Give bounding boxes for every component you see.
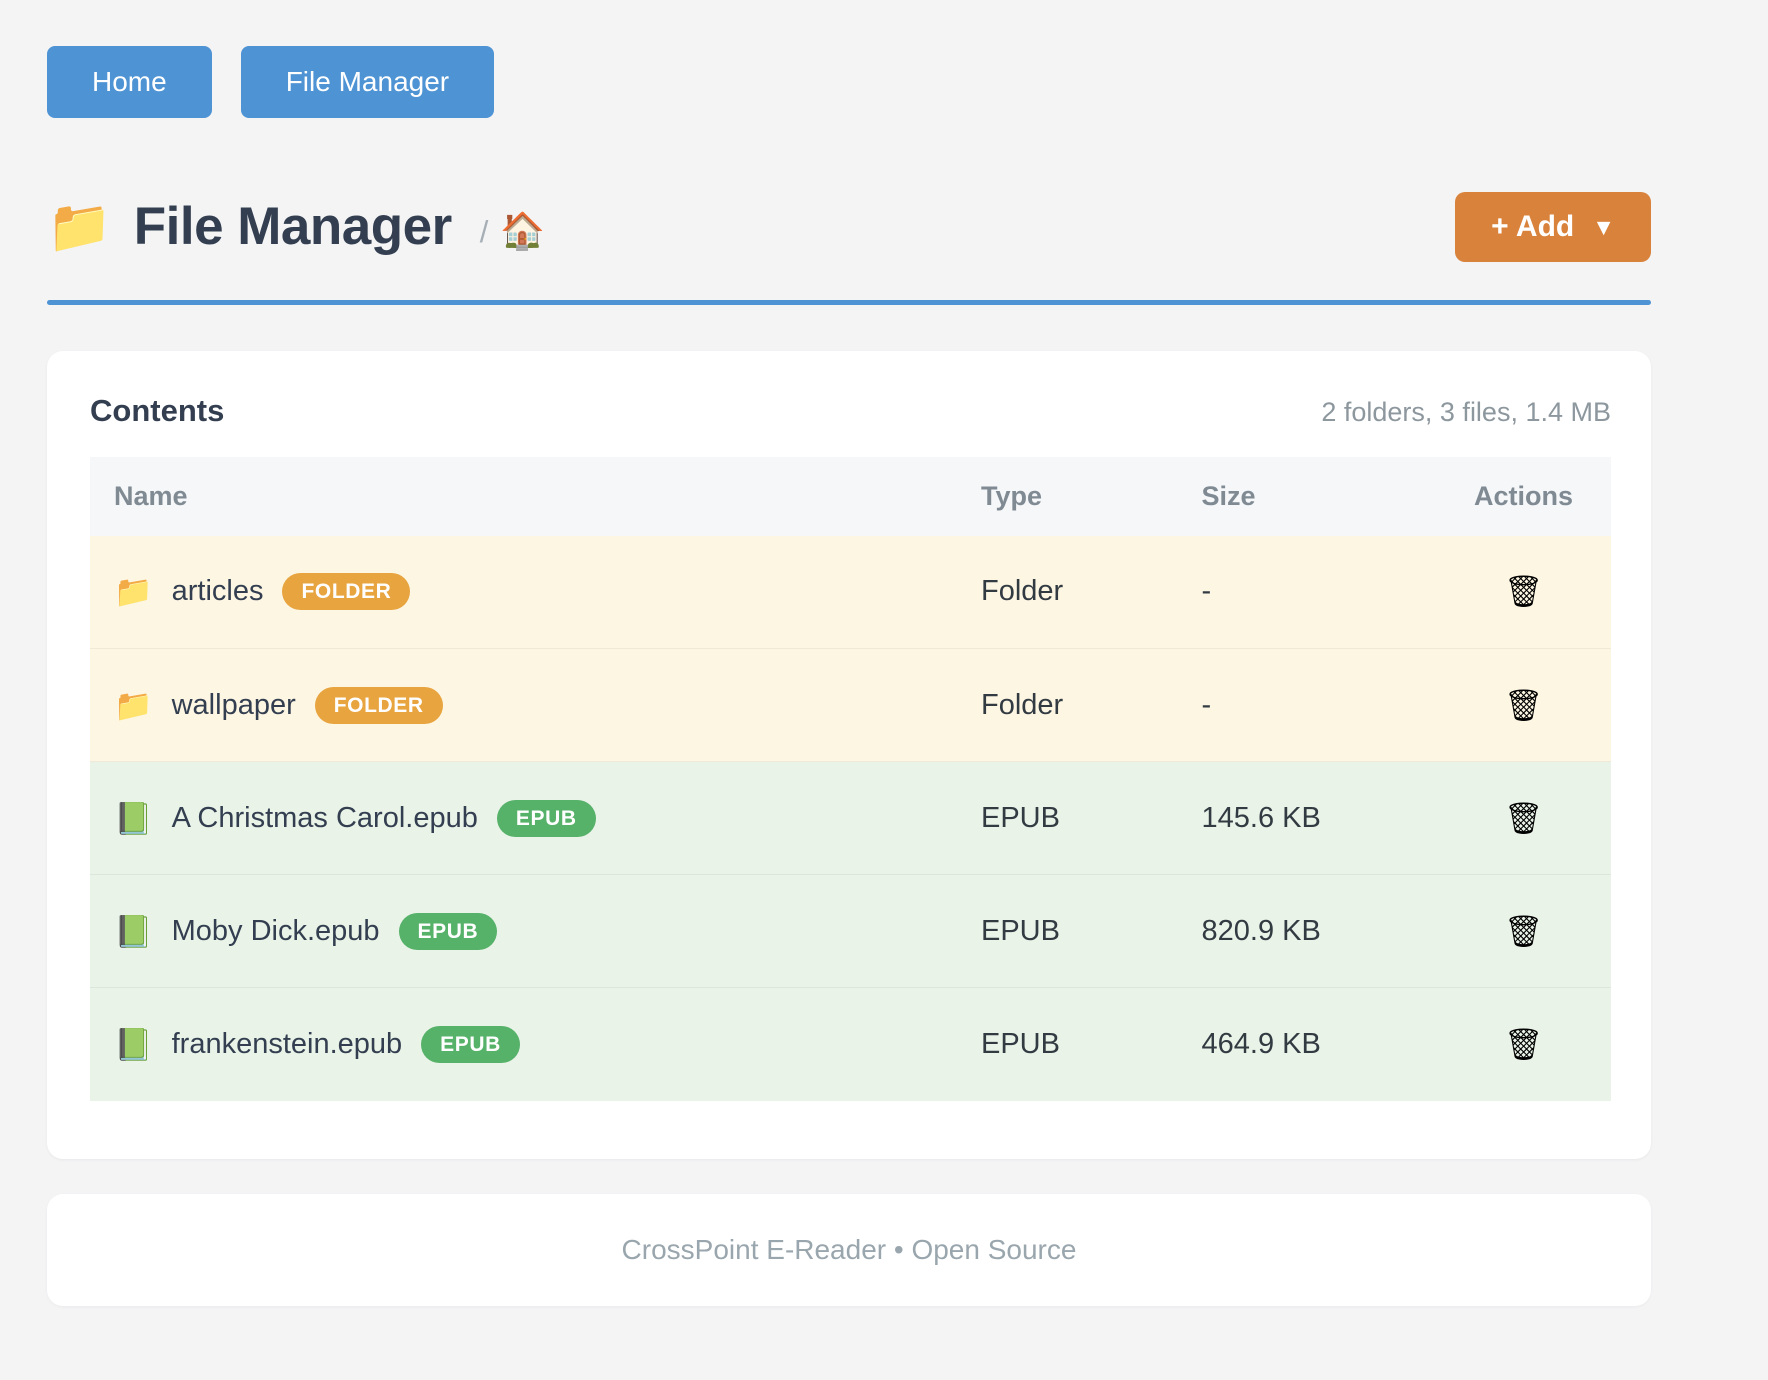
contents-card-header: Contents 2 folders, 3 files, 1.4 MB: [90, 393, 1611, 429]
page-header: 📁 File Manager / 🏠 + Add ▼: [47, 191, 1651, 262]
epub-badge: EPUB: [421, 1025, 520, 1063]
table-row: 📗 frankenstein.epub EPUB EPUB 464.9 KB 🗑: [90, 987, 1611, 1101]
type-cell: EPUB: [956, 987, 1178, 1101]
table-row: 📁 articles FOLDER Folder - 🗑: [90, 535, 1611, 649]
trash-icon: 🗑: [1503, 574, 1544, 610]
top-nav: Home File Manager: [47, 0, 1651, 118]
book-icon: 📗: [114, 800, 153, 836]
folder-badge: FOLDER: [314, 686, 443, 724]
folder-icon: 📁: [114, 687, 153, 723]
trash-icon: 🗑: [1503, 800, 1544, 836]
column-header-size: Size: [1177, 456, 1437, 536]
size-cell: 145.6 KB: [1177, 761, 1437, 875]
file-name-link[interactable]: frankenstein.epub: [171, 1027, 403, 1060]
type-cell: EPUB: [956, 761, 1178, 875]
name-cell: 📗 A Christmas Carol.epub EPUB: [114, 799, 957, 837]
contents-summary: 2 folders, 3 files, 1.4 MB: [1321, 396, 1611, 427]
epub-badge: EPUB: [398, 912, 498, 950]
trash-icon: 🗑: [1503, 687, 1544, 723]
column-header-actions: Actions: [1436, 456, 1611, 536]
size-cell: 464.9 KB: [1177, 987, 1437, 1101]
name-cell: 📗 Moby Dick.epub EPUB: [114, 912, 957, 950]
table-row: 📗 A Christmas Carol.epub EPUB EPUB 145.6…: [90, 761, 1611, 875]
footer: CrossPoint E-Reader • Open Source: [47, 1193, 1651, 1306]
file-table: Name Type Size Actions 📁 articles FOLDER: [90, 456, 1611, 1101]
footer-text: CrossPoint E-Reader • Open Source: [621, 1233, 1077, 1265]
table-row: 📗 Moby Dick.epub EPUB EPUB 820.9 KB 🗑: [90, 874, 1611, 988]
trash-icon: 🗑: [1503, 913, 1544, 949]
add-button[interactable]: + Add ▼: [1455, 191, 1651, 262]
delete-button[interactable]: 🗑: [1500, 686, 1547, 725]
page-title: File Manager: [133, 197, 452, 257]
home-nav-button[interactable]: Home: [47, 46, 212, 118]
breadcrumb-home-icon[interactable]: 🏠: [500, 209, 546, 251]
chevron-down-icon: ▼: [1592, 214, 1615, 241]
column-header-name: Name: [90, 456, 957, 536]
type-cell: EPUB: [956, 874, 1178, 988]
breadcrumb-separator: /: [479, 213, 489, 249]
folder-icon: 📁: [114, 574, 153, 610]
file-manager-nav-button[interactable]: File Manager: [240, 46, 495, 118]
delete-button[interactable]: 🗑: [1500, 912, 1547, 951]
title-divider: [47, 299, 1651, 305]
name-cell: 📁 wallpaper FOLDER: [114, 686, 957, 724]
trash-icon: 🗑: [1503, 1026, 1544, 1062]
folder-icon: 📁: [47, 198, 112, 257]
contents-card: Contents 2 folders, 3 files, 1.4 MB Name…: [47, 350, 1651, 1159]
name-cell: 📁 articles FOLDER: [114, 573, 957, 611]
table-header-row: Name Type Size Actions: [90, 456, 1611, 536]
add-button-label: + Add: [1491, 209, 1575, 243]
delete-button[interactable]: 🗑: [1500, 572, 1547, 611]
type-cell: Folder: [980, 575, 1064, 608]
table-row: 📁 wallpaper FOLDER Folder - 🗑: [90, 648, 1611, 762]
book-icon: 📗: [114, 913, 153, 949]
type-cell: Folder: [956, 648, 1178, 762]
size-cell: -: [1177, 648, 1437, 762]
file-name-link[interactable]: Moby Dick.epub: [171, 914, 380, 947]
book-icon: 📗: [114, 1026, 153, 1062]
page-container: Home File Manager 📁 File Manager / 🏠 + A…: [47, 0, 1651, 1306]
file-name-link[interactable]: articles: [171, 575, 264, 608]
size-cell: 820.9 KB: [1177, 874, 1437, 988]
delete-button[interactable]: 🗑: [1500, 1025, 1547, 1064]
folder-badge: FOLDER: [282, 573, 411, 611]
delete-button[interactable]: 🗑: [1500, 799, 1547, 838]
name-cell: 📗 frankenstein.epub EPUB: [114, 1025, 957, 1063]
contents-heading: Contents: [90, 392, 225, 428]
file-name-link[interactable]: A Christmas Carol.epub: [171, 801, 478, 834]
file-name-link[interactable]: wallpaper: [171, 688, 296, 721]
size-cell: -: [1201, 575, 1212, 608]
epub-badge: EPUB: [496, 799, 596, 837]
column-header-type: Type: [956, 456, 1178, 536]
title-group: 📁 File Manager / 🏠: [47, 196, 545, 257]
